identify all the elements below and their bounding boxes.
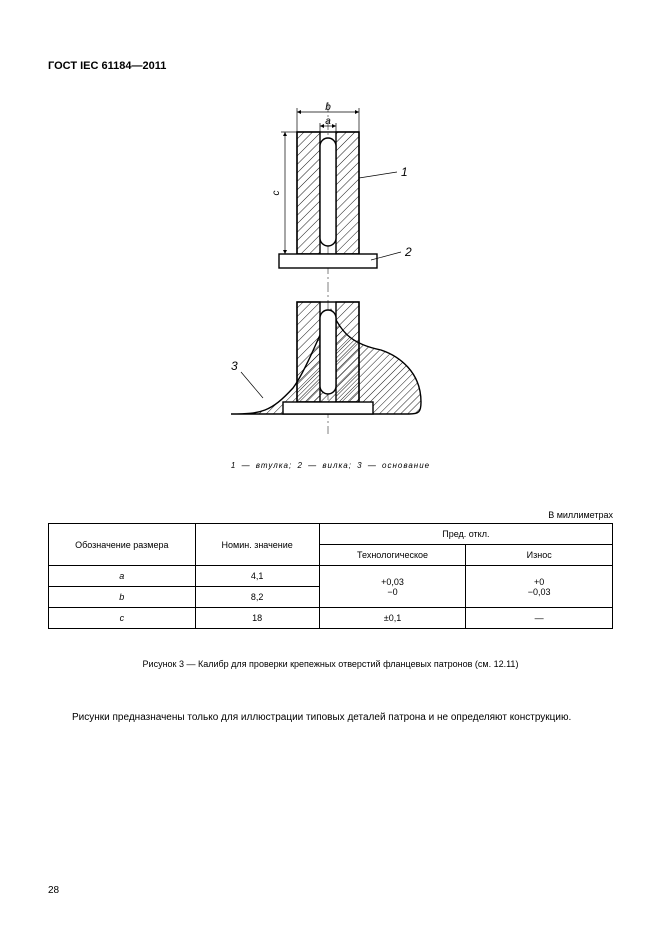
svg-text:a: a	[325, 116, 331, 127]
th-wear: Износ	[466, 545, 613, 566]
th-nominal: Номин. значение	[195, 524, 319, 566]
th-tech: Технологическое	[319, 545, 466, 566]
svg-text:1: 1	[401, 165, 408, 179]
th-designation: Обозначение размера	[49, 524, 196, 566]
svg-text:2: 2	[404, 245, 412, 259]
svg-text:3: 3	[231, 359, 238, 373]
figure-3: ba c 1 2 3 1 — втулка; 2 — вилка; 3 — основа…	[48, 82, 613, 470]
units-label: В миллиметрах	[48, 510, 613, 520]
svg-text:c: c	[271, 191, 282, 196]
standard-header: ГОСТ IEC 61184—2011	[48, 60, 613, 72]
page-number: 28	[48, 885, 59, 896]
dimensions-table: Обозначение размера Номин. значение Пред…	[48, 523, 613, 629]
figure-caption: Рисунок 3 — Калибр для проверки крепежны…	[48, 659, 613, 669]
note-text: Рисунки предназначены только для иллюстр…	[48, 711, 613, 725]
figure-legend: 1 — втулка; 2 — вилка; 3 — основание	[48, 461, 613, 470]
svg-text:b: b	[325, 102, 331, 113]
th-deviation: Пред. откл.	[319, 524, 612, 545]
